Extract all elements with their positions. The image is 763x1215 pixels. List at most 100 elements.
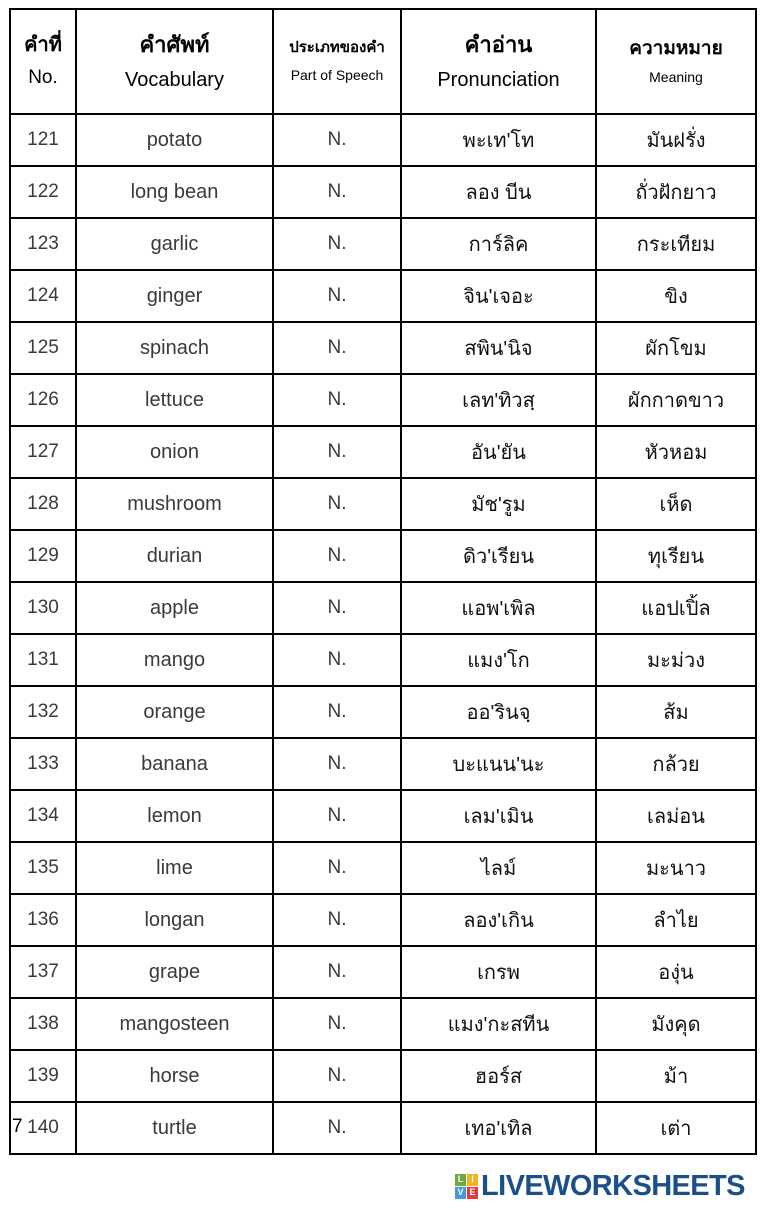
column-header-part-of-speech-thai: ประเภทของคำ (289, 39, 385, 57)
cell-part-of-speech: N. (272, 321, 402, 375)
column-header-pronunciation: คำอ่าน Pronunciation (400, 8, 597, 115)
cell-meaning: องุ่น (595, 945, 757, 999)
cell-part-of-speech: N. (272, 113, 402, 167)
cell-pronunciation: มัช'รูม (400, 477, 597, 531)
cell-pronunciation: สพิน'นิจ (400, 321, 597, 375)
table-row: 137 grape N. เกรพ องุ่น (9, 945, 757, 999)
table-row: 124 ginger N. จิน'เจอะ ขิง (9, 269, 757, 323)
table-body: 121 potato N. พะเท'โท มันฝรั่ง 122 long bean N.… (9, 113, 757, 1155)
column-header-meaning-thai: ความหมาย (629, 37, 723, 59)
logo-tiles-icon: L I V E (455, 1173, 478, 1199)
column-header-meaning: ความหมาย Meaning (595, 8, 757, 115)
cell-pronunciation: เลม'เมิน (400, 789, 597, 843)
cell-vocabulary: turtle (75, 1101, 274, 1155)
cell-part-of-speech: N. (272, 685, 402, 739)
cell-vocabulary: orange (75, 685, 274, 739)
cell-vocabulary: lemon (75, 789, 274, 843)
cell-pronunciation: แมง'โก (400, 633, 597, 687)
cell-number: 132 (9, 685, 77, 739)
cell-meaning: เห็ด (595, 477, 757, 531)
column-header-meaning-english: Meaning (649, 69, 703, 86)
cell-pronunciation: เทอ'เทิล (400, 1101, 597, 1155)
cell-number: 126 (9, 373, 77, 427)
cell-pronunciation: ดิว'เรียน (400, 529, 597, 583)
cell-vocabulary: ginger (75, 269, 274, 323)
cell-number: 140 (9, 1101, 77, 1155)
cell-part-of-speech: N. (272, 269, 402, 323)
column-header-no: คำที่ No. (9, 8, 77, 115)
cell-meaning: กล้วย (595, 737, 757, 791)
table-row: 136 longan N. ลอง'เกิน ลำไย (9, 893, 757, 947)
cell-number: 122 (9, 165, 77, 219)
cell-vocabulary: potato (75, 113, 274, 167)
column-header-part-of-speech: ประเภทของคำ Part of Speech (272, 8, 402, 115)
cell-number: 123 (9, 217, 77, 271)
cell-vocabulary: durian (75, 529, 274, 583)
cell-number: 125 (9, 321, 77, 375)
column-header-part-of-speech-english: Part of Speech (290, 66, 384, 83)
cell-pronunciation: แมง'กะสทีน (400, 997, 597, 1051)
table-row: 132 orange N. ออ'รินจฺ ส้ม (9, 685, 757, 739)
cell-part-of-speech: N. (272, 789, 402, 843)
column-header-vocabulary: คำศัพท์ Vocabulary (75, 8, 274, 115)
cell-part-of-speech: N. (272, 945, 402, 999)
column-header-pronunciation-thai: คำอ่าน (464, 32, 533, 58)
table-header: คำที่ No. คำศัพท์ Vocabulary ประเภทของคำ… (9, 8, 757, 115)
cell-vocabulary: grape (75, 945, 274, 999)
cell-meaning: แอปเปิ้ล (595, 581, 757, 635)
cell-vocabulary: banana (75, 737, 274, 791)
cell-number: 129 (9, 529, 77, 583)
cell-pronunciation: เลท'ทิวสฺ (400, 373, 597, 427)
table-row: 125 spinach N. สพิน'นิจ ผักโขม (9, 321, 757, 375)
cell-number: 139 (9, 1049, 77, 1103)
cell-part-of-speech: N. (272, 373, 402, 427)
vocabulary-table: คำที่ No. คำศัพท์ Vocabulary ประเภทของคำ… (9, 8, 757, 1155)
cell-vocabulary: long bean (75, 165, 274, 219)
cell-number: 121 (9, 113, 77, 167)
cell-part-of-speech: N. (272, 1049, 402, 1103)
cell-pronunciation: แอพ'เพิล (400, 581, 597, 635)
cell-meaning: ขิง (595, 269, 757, 323)
cell-vocabulary: lettuce (75, 373, 274, 427)
cell-meaning: ส้ม (595, 685, 757, 739)
table-row: 138 mangosteen N. แมง'กะสทีน มังคุด (9, 997, 757, 1051)
cell-meaning: ลำไย (595, 893, 757, 947)
page-number: 7 (12, 1116, 23, 1137)
cell-meaning: มะนาว (595, 841, 757, 895)
cell-part-of-speech: N. (272, 841, 402, 895)
cell-meaning: มะม่วง (595, 633, 757, 687)
cell-vocabulary: horse (75, 1049, 274, 1103)
cell-number: 124 (9, 269, 77, 323)
liveworksheets-logo: L I V E LIVEWORKSHEETS (455, 1170, 746, 1202)
cell-number: 134 (9, 789, 77, 843)
table-row: 134 lemon N. เลม'เมิน เลม่อน (9, 789, 757, 843)
cell-pronunciation: บะแนน'นะ (400, 737, 597, 791)
cell-part-of-speech: N. (272, 737, 402, 791)
cell-number: 133 (9, 737, 77, 791)
cell-meaning: มังคุด (595, 997, 757, 1051)
cell-vocabulary: spinach (75, 321, 274, 375)
column-header-vocabulary-english: Vocabulary (125, 68, 224, 91)
table-row: 133 banana N. บะแนน'นะ กล้วย (9, 737, 757, 791)
cell-number: 131 (9, 633, 77, 687)
cell-part-of-speech: N. (272, 893, 402, 947)
cell-vocabulary: apple (75, 581, 274, 635)
cell-part-of-speech: N. (272, 1101, 402, 1155)
cell-number: 137 (9, 945, 77, 999)
cell-part-of-speech: N. (272, 529, 402, 583)
table-row: 131 mango N. แมง'โก มะม่วง (9, 633, 757, 687)
table-row: 126 lettuce N. เลท'ทิวสฺ ผักกาดขาว (9, 373, 757, 427)
cell-pronunciation: ออ'รินจฺ (400, 685, 597, 739)
table-row: 139 horse N. ฮอร์ส ม้า (9, 1049, 757, 1103)
cell-meaning: มันฝรั่ง (595, 113, 757, 167)
cell-number: 128 (9, 477, 77, 531)
cell-part-of-speech: N. (272, 581, 402, 635)
table-row: 128 mushroom N. มัช'รูม เห็ด (9, 477, 757, 531)
cell-part-of-speech: N. (272, 425, 402, 479)
logo-tile-i: I (467, 1173, 478, 1186)
cell-vocabulary: mangosteen (75, 997, 274, 1051)
column-header-no-english: No. (28, 67, 58, 89)
table-row: 123 garlic N. การ์ลิค กระเทียม (9, 217, 757, 271)
cell-vocabulary: lime (75, 841, 274, 895)
